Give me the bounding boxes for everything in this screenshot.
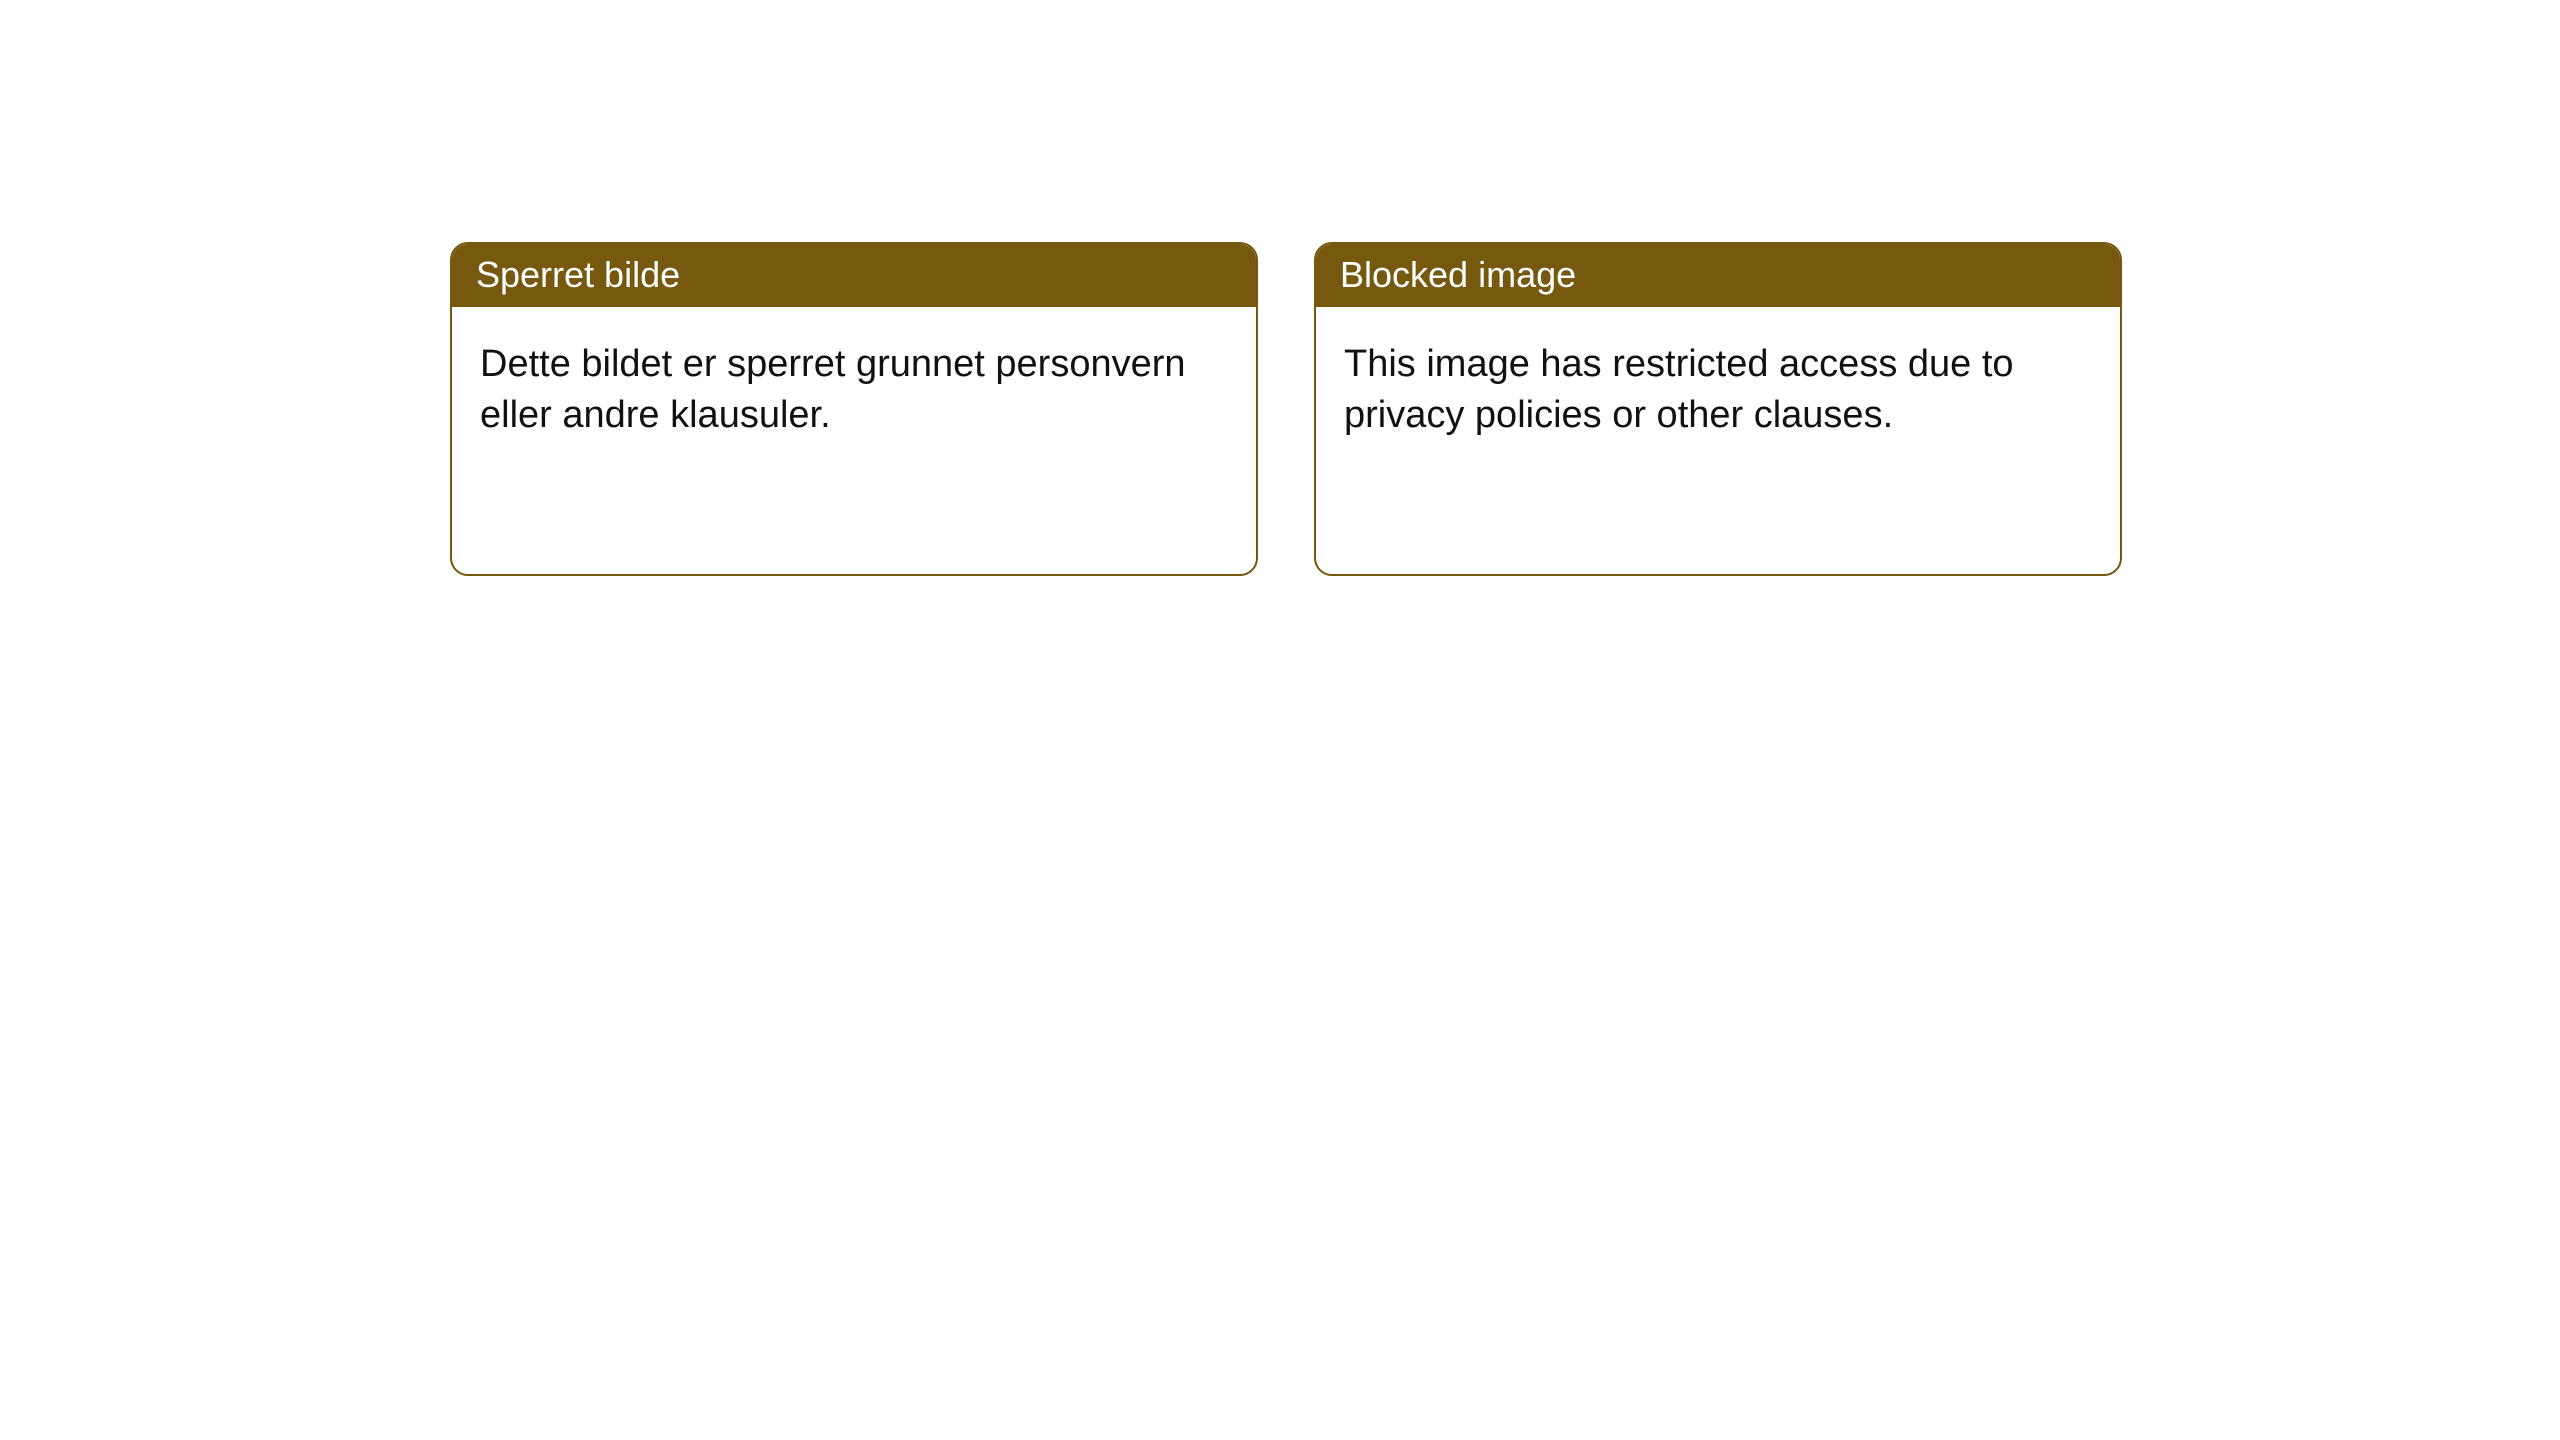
notice-container: Sperret bilde Dette bildet er sperret gr… [0, 0, 2560, 576]
notice-body-en: This image has restricted access due to … [1316, 307, 2120, 470]
notice-box-en: Blocked image This image has restricted … [1314, 242, 2122, 576]
notice-box-no: Sperret bilde Dette bildet er sperret gr… [450, 242, 1258, 576]
notice-title-no: Sperret bilde [452, 244, 1256, 307]
notice-body-no: Dette bildet er sperret grunnet personve… [452, 307, 1256, 470]
notice-title-en: Blocked image [1316, 244, 2120, 307]
